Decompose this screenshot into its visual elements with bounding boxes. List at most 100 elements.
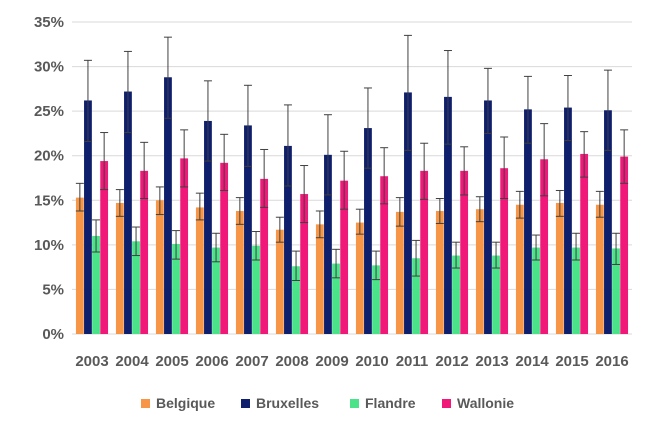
bar-belgique-2015 [555, 202, 564, 334]
error-bar-flandre-2011 [412, 239, 421, 277]
x-tick-label: 2009 [315, 353, 348, 370]
error-bar-bruxelles-2011 [403, 34, 412, 151]
error-bar-belgique-2008 [275, 216, 284, 243]
error-bar-belgique-2012 [435, 198, 444, 224]
y-tick-label: 10% [34, 237, 64, 254]
error-bar-flandre-2007 [252, 230, 261, 261]
error-bar-bruxelles-2016 [603, 69, 612, 151]
bar-belgique-2004 [115, 202, 124, 334]
error-bar-wallonie-2012 [460, 146, 469, 196]
bar-belgique-2014 [515, 204, 524, 334]
legend-swatch [141, 399, 150, 408]
error-bar-wallonie-2016 [620, 129, 629, 184]
bar-flandre-2008 [292, 266, 300, 334]
bar-flandre-2009 [332, 263, 340, 334]
x-tick-label: 2013 [475, 353, 508, 370]
error-bar-wallonie-2009 [340, 150, 349, 210]
error-bar-flandre-2009 [332, 248, 341, 279]
bar-wallonie-2010 [380, 176, 389, 334]
bar-bruxelles-2011 [404, 92, 412, 335]
error-bar-belgique-2013 [475, 196, 484, 223]
error-bar-wallonie-2006 [220, 133, 229, 191]
error-bar-flandre-2013 [492, 241, 501, 269]
legend-label: Flandre [365, 395, 416, 411]
x-tick-label: 2016 [595, 353, 628, 370]
bar-wallonie-2009 [340, 180, 349, 334]
y-tick-label: 35% [34, 14, 64, 31]
error-bar-wallonie-2011 [420, 142, 429, 200]
bar-bruxelles-2007 [244, 125, 252, 334]
error-bar-belgique-2009 [315, 210, 324, 239]
bar-belgique-2016 [595, 204, 604, 334]
error-bar-belgique-2010 [355, 208, 364, 235]
bar-bruxelles-2008 [284, 145, 292, 334]
bar-flandre-2014 [532, 247, 540, 334]
error-bar-wallonie-2013 [500, 136, 509, 200]
error-bar-belgique-2016 [595, 190, 604, 218]
error-bar-bruxelles-2010 [363, 87, 372, 169]
bar-belgique-2010 [355, 222, 364, 334]
bar-flandre-2015 [572, 247, 580, 334]
x-tick-label: 2014 [515, 353, 549, 370]
bar-wallonie-2008 [300, 194, 309, 334]
bar-flandre-2006 [212, 247, 220, 334]
x-tick-label: 2004 [115, 353, 149, 370]
bar-wallonie-2013 [500, 168, 509, 334]
error-bar-flandre-2015 [572, 232, 581, 261]
error-bar-flandre-2012 [452, 241, 461, 269]
x-tick-label: 2015 [555, 353, 588, 370]
bar-wallonie-2003 [100, 161, 109, 334]
error-bar-bruxelles-2009 [323, 114, 332, 196]
legend-swatch [442, 399, 451, 408]
x-axis: 2003 2004 2005 2006 2007 2008 2009 2010 2011 2012… [75, 353, 628, 370]
bar-wallonie-2016 [620, 156, 629, 334]
bar-belgique-2008 [275, 229, 284, 334]
bar-bruxelles-2016 [604, 110, 612, 334]
error-bar-belgique-2005 [155, 186, 164, 216]
error-bar-belgique-2015 [555, 189, 564, 217]
error-bar-bruxelles-2004 [123, 50, 132, 134]
error-bar-bruxelles-2013 [483, 67, 492, 134]
legend-label: Bruxelles [256, 395, 319, 411]
legend: Belgique Bruxelles Flandre Wallonie [141, 395, 514, 411]
error-bar-belgique-2011 [395, 197, 404, 227]
error-bar-wallonie-2004 [140, 141, 149, 200]
error-bar-flandre-2010 [372, 250, 381, 281]
legend-item-wallonie: Wallonie [442, 395, 514, 411]
bar-bruxelles-2010 [364, 128, 372, 334]
bar-belgique-2013 [475, 209, 484, 334]
error-bar-wallonie-2007 [260, 148, 269, 208]
bar-bruxelles-2012 [444, 96, 452, 334]
plot-area [75, 34, 629, 335]
bar-flandre-2011 [412, 258, 420, 334]
bar-bruxelles-2004 [124, 91, 132, 334]
bar-flandre-2010 [372, 265, 380, 334]
error-bar-wallonie-2008 [300, 165, 309, 224]
error-bar-wallonie-2005 [180, 129, 189, 188]
bar-flandre-2003 [92, 235, 100, 334]
x-tick-label: 2007 [235, 353, 268, 370]
legend-label: Belgique [156, 395, 215, 411]
bar-wallonie-2015 [580, 153, 589, 334]
bar-flandre-2004 [132, 241, 140, 334]
error-bar-bruxelles-2015 [563, 74, 572, 142]
error-bar-bruxelles-2014 [523, 75, 532, 144]
error-bar-flandre-2003 [92, 219, 101, 253]
x-tick-label: 2003 [75, 353, 108, 370]
legend-item-flandre: Flandre [350, 395, 416, 411]
error-bar-wallonie-2010 [380, 147, 389, 205]
bar-belgique-2006 [195, 207, 204, 334]
bar-wallonie-2014 [540, 159, 549, 334]
error-bar-flandre-2008 [292, 250, 301, 282]
bar-belgique-2005 [155, 200, 164, 334]
bar-belgique-2003 [75, 197, 84, 334]
error-bar-flandre-2004 [132, 226, 141, 257]
error-bar-bruxelles-2008 [283, 104, 292, 187]
bar-flandre-2005 [172, 243, 180, 334]
bar-bruxelles-2015 [564, 107, 572, 334]
error-bar-bruxelles-2005 [163, 36, 172, 119]
error-bar-wallonie-2003 [100, 132, 109, 191]
bar-bruxelles-2003 [84, 100, 92, 335]
bar-bruxelles-2013 [484, 100, 492, 335]
